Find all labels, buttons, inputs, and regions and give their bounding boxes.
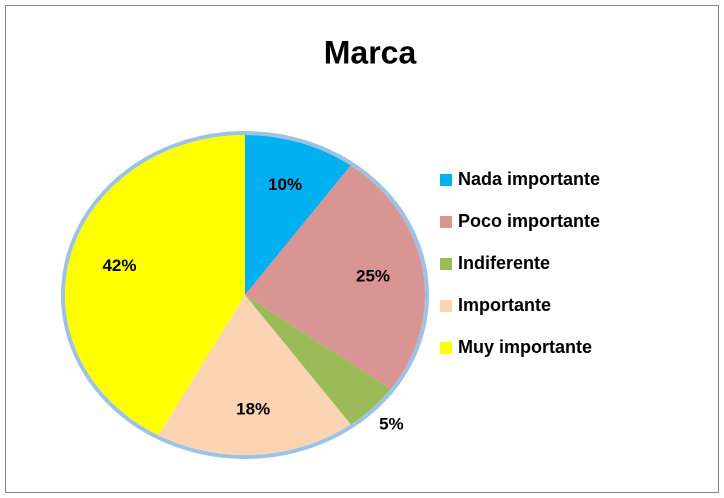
data-label: 25%: [356, 266, 390, 285]
pie-slice: [158, 295, 351, 455]
legend-label: Nada importante: [458, 169, 600, 189]
chart-title: Marca: [324, 34, 417, 70]
data-label: 18%: [236, 399, 270, 418]
legend-swatch: [440, 174, 452, 186]
pie-slice: [245, 165, 425, 390]
pie-slice: [245, 135, 351, 295]
legend-swatch: [440, 300, 452, 312]
legend-swatch: [440, 258, 452, 270]
data-label: 10%: [268, 175, 302, 194]
legend-label: Importante: [458, 295, 551, 315]
data-label: 5%: [379, 415, 404, 434]
legend-label: Poco importante: [458, 211, 600, 231]
pie-slice: [64, 135, 245, 436]
legend-swatch: [440, 342, 452, 354]
legend-swatch: [440, 216, 452, 228]
pie-slice: [245, 295, 391, 425]
data-label: 42%: [102, 256, 136, 275]
legend-label: Muy importante: [458, 337, 592, 357]
legend-label: Indiferente: [458, 253, 550, 273]
pie-outline: [61, 131, 429, 459]
